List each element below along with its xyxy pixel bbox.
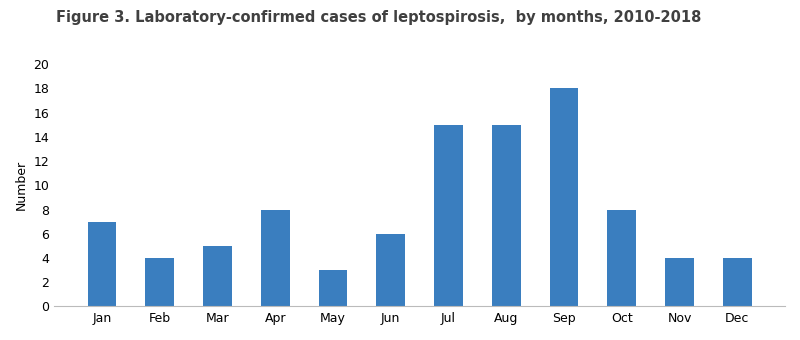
Bar — [492, 125, 521, 306]
Bar — [87, 222, 116, 306]
Bar — [434, 125, 463, 306]
Bar — [607, 209, 636, 306]
Bar — [318, 270, 347, 306]
Bar — [146, 258, 174, 306]
Y-axis label: Number: Number — [15, 160, 28, 210]
Bar — [376, 234, 406, 306]
Bar — [203, 246, 232, 306]
Bar — [261, 209, 290, 306]
Text: Figure 3. Laboratory-confirmed cases of leptospirosis,  by months, 2010-2018: Figure 3. Laboratory-confirmed cases of … — [56, 10, 702, 25]
Bar — [550, 88, 578, 306]
Bar — [723, 258, 752, 306]
Bar — [665, 258, 694, 306]
